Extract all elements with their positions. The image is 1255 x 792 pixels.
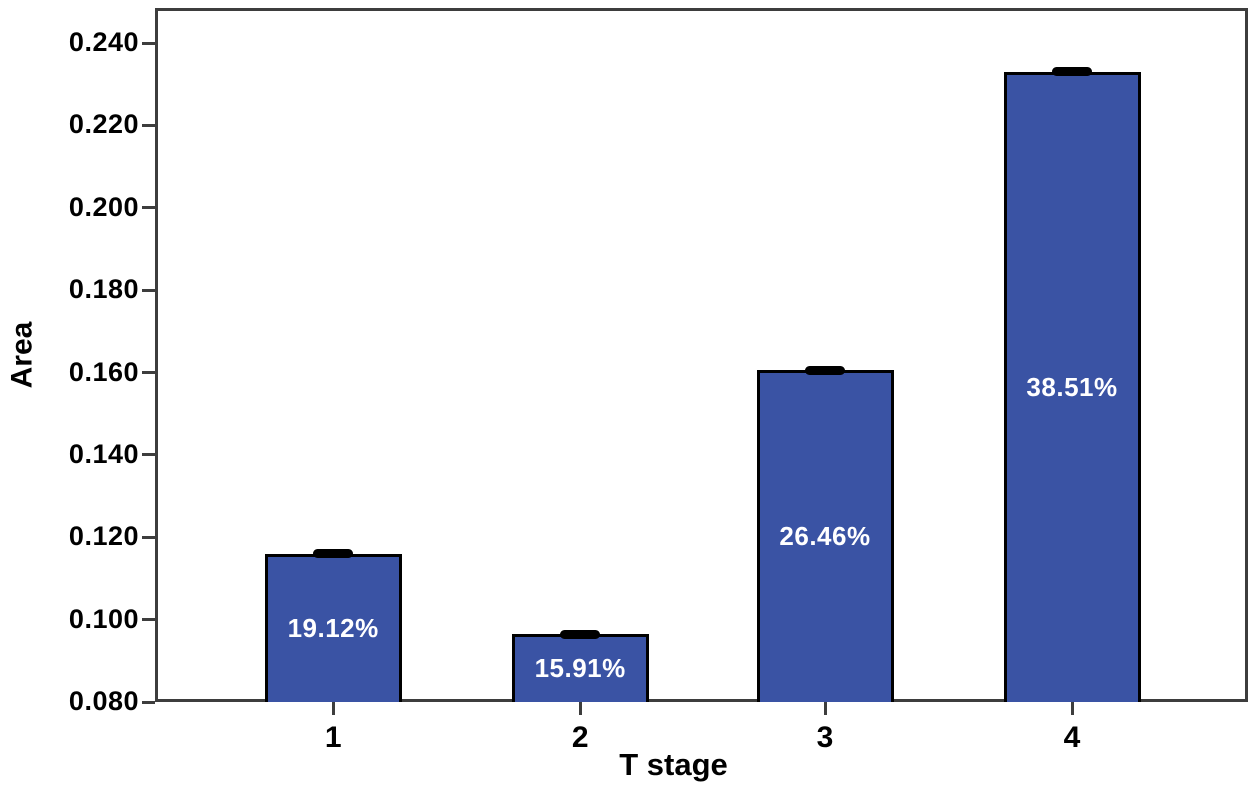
y-axis-tick xyxy=(142,535,155,539)
bar-value-label: 38.51% xyxy=(1026,371,1118,402)
error-bar-cap xyxy=(1052,67,1093,77)
y-tick-label: 0.200 xyxy=(68,191,139,222)
y-axis-tick xyxy=(142,288,155,292)
bar-value-label: 26.46% xyxy=(779,521,871,552)
y-tick-label: 0.080 xyxy=(68,686,139,716)
bar-value-label: 15.91% xyxy=(534,653,626,684)
y-axis-tick xyxy=(142,618,155,622)
x-axis-tick xyxy=(331,702,335,715)
y-tick-label: 0.160 xyxy=(68,356,139,387)
y-axis-tick xyxy=(142,206,155,210)
error-bar-cap xyxy=(805,365,845,375)
x-tick-label: 2 xyxy=(571,721,589,754)
y-tick-label: 0.240 xyxy=(68,27,139,57)
x-tick-label: 3 xyxy=(816,721,834,754)
plot-area: 0.080 0.100 0.120 0.140 0.160 0.180 0.200 0.220… xyxy=(69,8,1248,754)
x-axis-tick xyxy=(1070,702,1074,715)
error-bar-cap xyxy=(560,629,601,639)
y-tick-label: 0.180 xyxy=(68,274,139,305)
y-axis-tick xyxy=(142,371,155,374)
y-axis-tick xyxy=(142,123,155,127)
y-axis-tick xyxy=(142,41,155,45)
x-axis-tick xyxy=(578,702,582,715)
y-axis-tick xyxy=(142,700,155,704)
y-axis-tick xyxy=(142,453,155,457)
x-axis-tick xyxy=(823,702,827,715)
x-axis-title: T stage xyxy=(619,747,728,782)
y-tick-label: 0.100 xyxy=(68,603,139,634)
y-tick-label: 0.140 xyxy=(68,438,139,469)
error-bar-cap xyxy=(313,549,354,559)
x-tick-label: 1 xyxy=(324,721,342,754)
y-tick-label: 0.120 xyxy=(68,521,139,552)
bar-tstage-3 xyxy=(756,370,894,702)
bar-tstage-4 xyxy=(1003,71,1141,702)
x-tick-label: 4 xyxy=(1063,721,1081,754)
y-tick-label: 0.220 xyxy=(68,109,139,140)
bar-value-label: 19.12% xyxy=(287,612,379,643)
